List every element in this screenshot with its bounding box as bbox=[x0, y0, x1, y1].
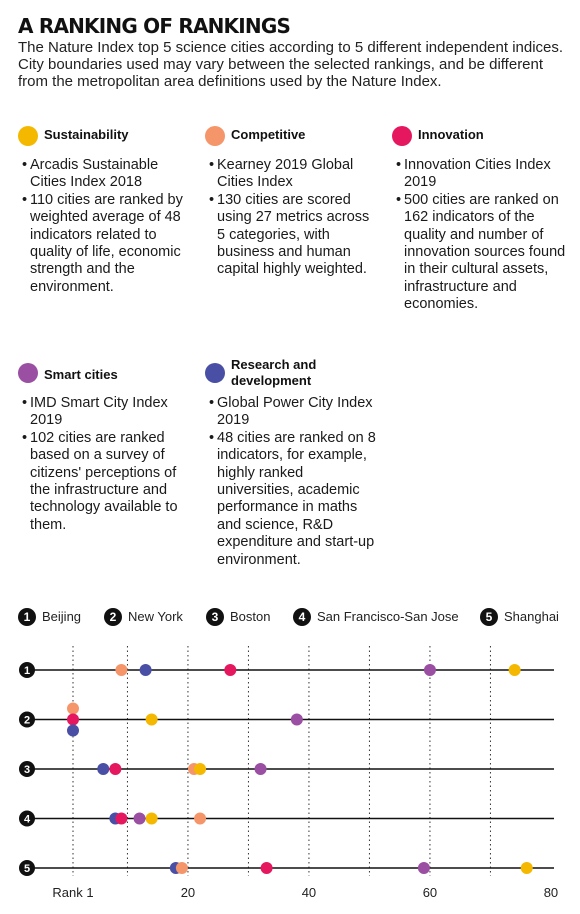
index-bullets: Arcadis Sustainable Cities Index 2018 11… bbox=[22, 157, 192, 296]
data-point bbox=[417, 862, 430, 874]
index-bullets: Kearney 2019 Global Cities Index 130 cit… bbox=[209, 157, 379, 279]
data-point bbox=[423, 664, 436, 676]
data-point bbox=[260, 862, 273, 874]
city-name: New York bbox=[128, 609, 183, 624]
index-bullet: 500 cities are ranked on 162 indicators … bbox=[396, 192, 566, 314]
row-badge bbox=[19, 810, 35, 827]
data-point bbox=[67, 724, 79, 737]
data-point bbox=[194, 812, 207, 825]
data-point bbox=[145, 713, 158, 726]
city-number-badge: 4 bbox=[293, 608, 311, 626]
index-name: Research and development bbox=[231, 357, 317, 388]
sustainability-dot bbox=[18, 126, 38, 146]
innovation-dot bbox=[392, 126, 412, 146]
index-bullet: Arcadis Sustainable Cities Index 2018 bbox=[22, 157, 192, 192]
x-tick-label: 60 bbox=[423, 885, 437, 900]
index-name: Innovation bbox=[418, 127, 484, 142]
data-point bbox=[97, 763, 110, 775]
data-point bbox=[115, 664, 128, 676]
x-axis-label: Rank 1 bbox=[52, 885, 93, 900]
index-bullet: Global Power City Index 2019 bbox=[209, 395, 379, 430]
data-point bbox=[67, 713, 79, 726]
city-number-badge: 2 bbox=[104, 608, 122, 626]
city-legend: 1 Beijing 2 New York 3 Boston 4 San Fran… bbox=[18, 608, 566, 628]
city-name: Boston bbox=[230, 609, 271, 624]
x-tick-label: 20 bbox=[181, 885, 195, 900]
data-point bbox=[115, 812, 128, 825]
smart-cities-dot bbox=[18, 363, 38, 383]
index-bullet: Kearney 2019 Global Cities Index bbox=[209, 157, 379, 192]
city-name: San Francisco-San Jose bbox=[317, 609, 459, 624]
chart-subtitle: The Nature Index top 5 science cities ac… bbox=[18, 39, 564, 90]
index-bullets: Innovation Cities Index 2019 500 cities … bbox=[396, 157, 566, 314]
row-label: 2 bbox=[24, 715, 30, 727]
index-bullet: IMD Smart City Index 2019 bbox=[22, 395, 192, 430]
index-bullet: 102 cities are ranked based on a survey … bbox=[22, 430, 192, 534]
row-label: 4 bbox=[24, 814, 31, 826]
data-point bbox=[508, 664, 521, 676]
x-tick-label: 80 bbox=[544, 885, 558, 900]
data-point bbox=[67, 702, 79, 715]
research-development-dot bbox=[205, 363, 225, 383]
city-name: Beijing bbox=[42, 609, 82, 624]
city-name: Shanghai bbox=[504, 609, 559, 624]
data-point bbox=[145, 812, 158, 825]
data-point bbox=[224, 664, 237, 676]
index-name: Smart cities bbox=[44, 367, 118, 382]
index-bullets: Global Power City Index 2019 48 cities a… bbox=[209, 395, 379, 569]
data-point bbox=[139, 664, 152, 676]
row-label: 3 bbox=[24, 764, 30, 776]
x-tick-label: 40 bbox=[302, 885, 316, 900]
data-point bbox=[109, 763, 122, 775]
row-label: 5 bbox=[24, 863, 30, 875]
index-bullet: 48 cities are ranked on 8 indicators, fo… bbox=[209, 430, 379, 569]
row-badge bbox=[19, 711, 35, 728]
data-point bbox=[194, 763, 207, 775]
index-bullets: IMD Smart City Index 2019 102 cities are… bbox=[22, 395, 192, 534]
row-label: 1 bbox=[24, 665, 30, 677]
data-point bbox=[254, 763, 267, 775]
index-bullet: Innovation Cities Index 2019 bbox=[396, 157, 566, 192]
index-bullet: 110 cities are ranked by weighted averag… bbox=[22, 192, 192, 296]
index-name: Competitive bbox=[231, 127, 306, 142]
row-badge bbox=[19, 761, 35, 777]
data-point bbox=[520, 862, 533, 874]
data-point bbox=[290, 713, 303, 726]
index-bullet: 130 cities are scored using 27 metrics a… bbox=[209, 192, 379, 279]
index-name: Sustainability bbox=[44, 127, 129, 142]
rankings-dot-plot: 1 2 3 4 5 Rank 1 20 40 60 80 bbox=[19, 646, 558, 900]
city-number-badge: 5 bbox=[480, 608, 498, 626]
row-badge bbox=[19, 860, 35, 876]
competitive-dot bbox=[205, 126, 225, 146]
chart-title: A RANKING OF RANKINGS bbox=[18, 14, 291, 38]
city-number-badge: 3 bbox=[206, 608, 224, 626]
data-point bbox=[133, 812, 146, 825]
data-point bbox=[175, 862, 188, 874]
row-badge bbox=[19, 662, 35, 678]
city-number-badge: 1 bbox=[18, 608, 36, 626]
